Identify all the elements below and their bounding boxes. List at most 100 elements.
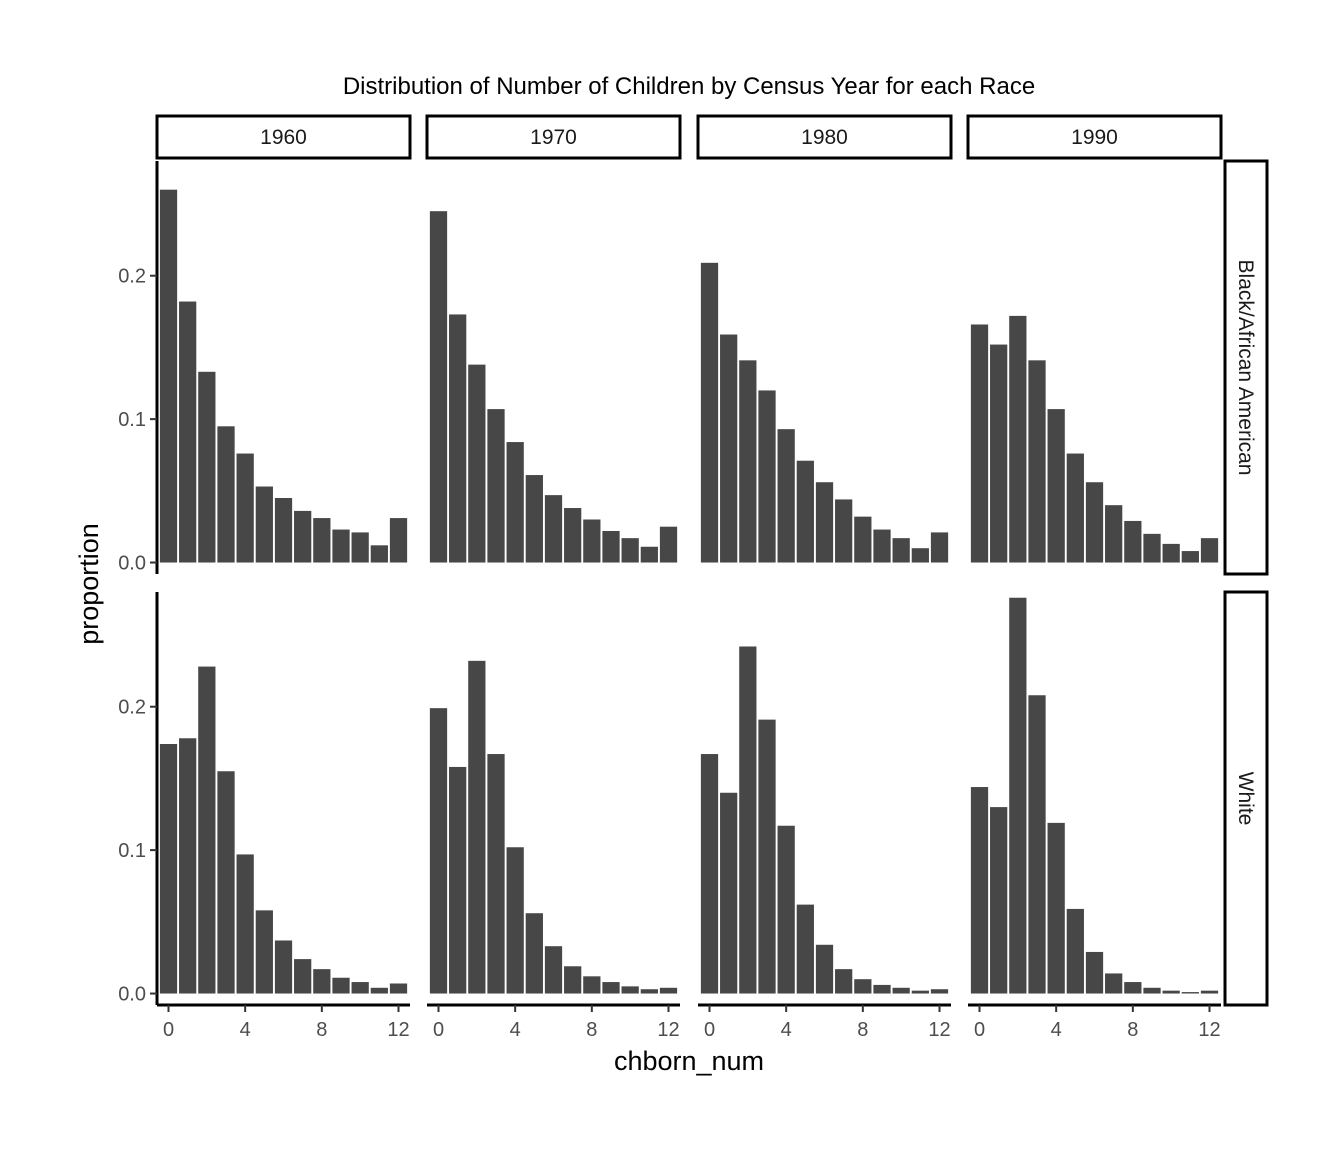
panel-0-1980	[700, 262, 949, 563]
bar	[911, 990, 929, 994]
bar	[294, 510, 312, 563]
strip-box	[696, 114, 953, 160]
bar	[1143, 533, 1161, 563]
bar	[1124, 982, 1142, 994]
panel-1-1980	[700, 646, 949, 994]
bar	[449, 314, 467, 563]
bar	[1162, 543, 1180, 563]
bar	[854, 979, 872, 994]
bar	[700, 754, 719, 994]
bar	[930, 989, 949, 994]
bar	[739, 360, 757, 563]
bar	[159, 189, 178, 563]
bar	[159, 744, 178, 994]
bar	[1105, 973, 1123, 994]
panel-0-1960	[159, 189, 408, 563]
bar	[544, 495, 563, 563]
bar	[1143, 987, 1161, 994]
bar	[796, 904, 814, 994]
bar	[659, 987, 678, 994]
x-tick-label: 4	[781, 1019, 792, 1041]
strip-box	[1223, 590, 1269, 1007]
strip-label: White	[1234, 772, 1257, 826]
bar	[990, 807, 1008, 994]
x-tick-label: 4	[1051, 1019, 1062, 1041]
strip-col-1980: 1980	[696, 114, 953, 160]
bar	[506, 847, 524, 994]
bar	[179, 738, 197, 994]
panel-1-1970	[429, 660, 678, 994]
x-tick-label: 0	[704, 1019, 715, 1041]
bar	[429, 211, 448, 563]
bar	[854, 516, 872, 563]
bar	[583, 976, 601, 994]
strip-row-0: Black/African American	[1223, 159, 1269, 576]
bar	[217, 426, 235, 563]
x-axis-col-1970: 0 4 8 12	[427, 1003, 680, 1041]
x-axis-col-1990: 0 4 8 12	[968, 1003, 1221, 1041]
bar	[1085, 951, 1104, 994]
bar	[179, 301, 197, 563]
y-axis-row-0: 0.0 0.1 0.2	[118, 161, 159, 575]
bar	[1162, 990, 1180, 994]
bar	[970, 787, 989, 994]
bar	[1200, 990, 1219, 994]
bar	[873, 984, 891, 994]
bar	[255, 910, 273, 994]
bar	[468, 660, 486, 994]
bar	[429, 708, 448, 994]
bar	[640, 546, 658, 563]
bar	[525, 913, 543, 994]
bar	[332, 977, 350, 994]
panel-1-1960	[159, 666, 408, 994]
bar	[1124, 520, 1142, 563]
bar	[1028, 360, 1046, 563]
y-tick-label: 0.1	[118, 840, 146, 862]
strip-col-1990: 1990	[966, 114, 1223, 160]
bar	[351, 982, 369, 994]
strip-box	[155, 114, 412, 160]
bar	[506, 442, 524, 563]
strip-label: 1960	[260, 126, 307, 149]
bar	[700, 262, 719, 563]
bar	[892, 538, 910, 563]
bar	[1066, 453, 1084, 563]
strip-label: Black/African American	[1234, 260, 1257, 476]
bar	[873, 529, 891, 563]
bar	[777, 825, 795, 994]
panel-0-1970	[429, 211, 678, 563]
strip-label: 1970	[530, 126, 577, 149]
bar	[313, 969, 331, 994]
y-tick-label: 0.0	[118, 984, 146, 1006]
facet-panels	[159, 189, 1219, 994]
bar	[796, 460, 814, 563]
row-strips: Black/African American White	[1223, 159, 1269, 1007]
bar	[544, 946, 563, 994]
x-tick-label: 4	[510, 1019, 521, 1041]
bar	[835, 499, 853, 563]
y-tick-label: 0.1	[118, 409, 146, 431]
y-tick-label: 0.2	[118, 697, 146, 719]
bar	[602, 982, 620, 994]
bar	[621, 986, 639, 994]
bar	[370, 545, 388, 563]
y-axis-title: proportion	[74, 523, 104, 645]
x-axis-col-1980: 0 4 8 12	[698, 1003, 951, 1041]
x-tick-label: 12	[387, 1019, 409, 1041]
bar	[274, 940, 293, 994]
bar	[487, 754, 505, 994]
bar	[198, 666, 216, 994]
bar	[294, 959, 312, 994]
bar	[640, 989, 658, 994]
bar	[583, 519, 601, 563]
x-tick-label: 8	[1127, 1019, 1138, 1041]
bar	[739, 646, 757, 994]
bar	[468, 364, 486, 563]
bar	[1047, 409, 1065, 563]
bar	[1066, 908, 1084, 994]
panel-1-1990	[970, 597, 1219, 994]
bar	[564, 966, 582, 994]
bar	[758, 390, 776, 563]
